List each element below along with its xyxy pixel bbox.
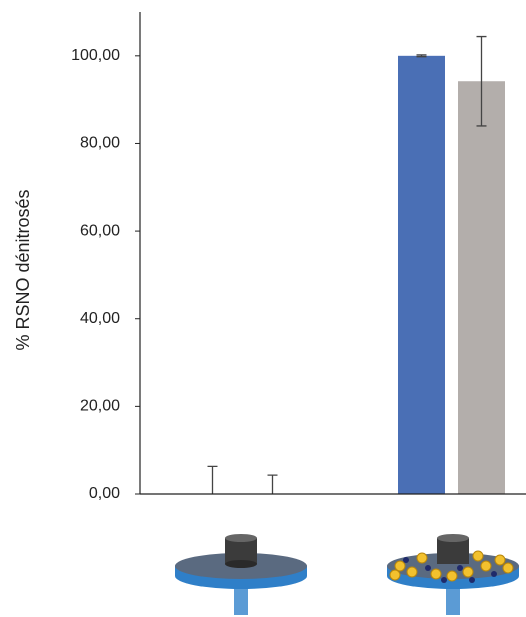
y-tick-label: 60,00 xyxy=(80,222,120,239)
filter-icon-particles xyxy=(387,534,519,615)
error-bar xyxy=(267,474,278,494)
y-tick-label: 20,00 xyxy=(80,398,120,415)
y-tick-label: 40,00 xyxy=(80,310,120,327)
bar xyxy=(458,81,505,494)
y-tick-label: 80,00 xyxy=(80,135,120,152)
error-bar xyxy=(207,465,218,494)
y-axis-label: % RSNO dénitrosés xyxy=(13,189,33,350)
y-tick-label: 0,00 xyxy=(89,485,120,502)
error-bar xyxy=(476,35,487,127)
filter-icon xyxy=(175,534,307,615)
y-tick-label: 100,00 xyxy=(71,47,120,64)
bar xyxy=(398,55,445,495)
error-bar xyxy=(416,54,427,58)
